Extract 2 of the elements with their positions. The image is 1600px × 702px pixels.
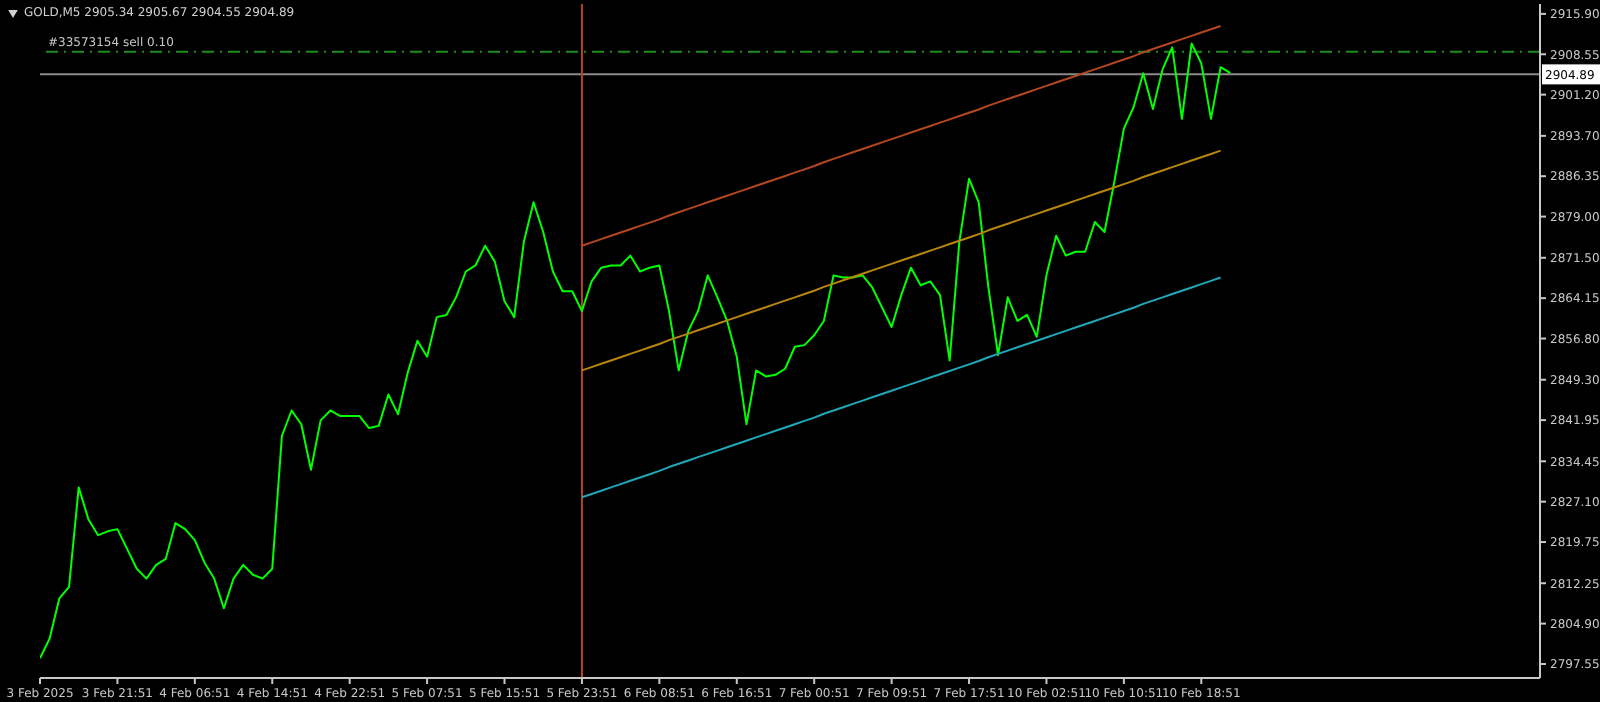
line-series (580, 276, 1222, 499)
line-series (580, 149, 1222, 372)
